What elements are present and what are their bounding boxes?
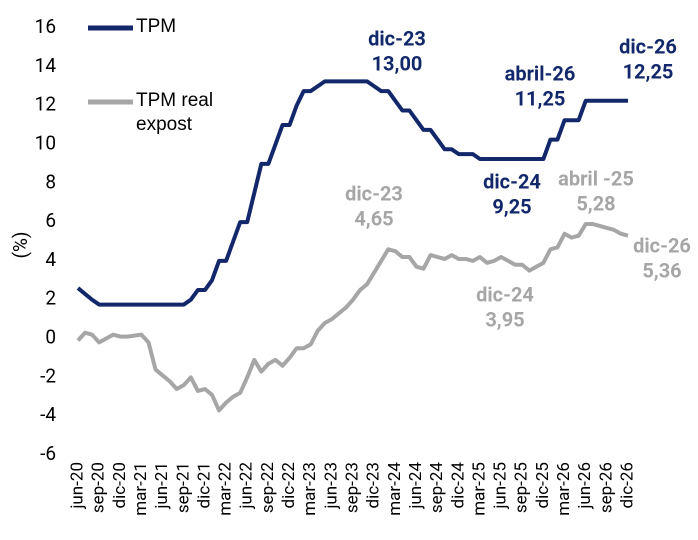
x-tick-label: jun-23	[321, 462, 341, 510]
annotation-label: dic-24	[483, 169, 541, 193]
annotation-value: 5,28	[576, 191, 615, 215]
x-tick-label: dic-24	[448, 462, 468, 509]
legend-label: TPM	[136, 16, 177, 37]
annotation-label: dic-23	[345, 181, 403, 205]
annotation-value: 3,95	[485, 307, 524, 331]
y-tick-label: 0	[45, 326, 56, 349]
y-tick-label: 10	[35, 131, 56, 154]
x-tick-label: jun-25	[491, 462, 511, 510]
x-tick-label: mar-25	[469, 462, 489, 516]
annotation-label: dic-24	[476, 282, 534, 306]
y-tick-label: 4	[45, 248, 56, 271]
x-tick-label: sep-25	[512, 462, 532, 513]
annotation-value: 13,00	[372, 51, 423, 75]
legend-label-box: TPM real expost	[136, 90, 214, 135]
y-tick-label: 6	[45, 209, 56, 232]
annotation-label: dic-26	[619, 34, 677, 58]
annotation-value: 9,25	[492, 194, 531, 218]
x-tick-label: sep-24	[427, 462, 447, 514]
x-tick-label: dic-25	[533, 462, 553, 508]
legend-label-box: TPM	[136, 16, 177, 37]
annotation-value: 4,65	[354, 206, 393, 230]
annotation-value: 5,36	[642, 258, 681, 282]
y-axis-label: (%)	[9, 231, 32, 258]
legend-label: TPM real expost	[136, 90, 214, 135]
x-tick-label: sep-26	[596, 462, 616, 513]
x-tick-label: jun-24	[406, 462, 426, 510]
x-tick-label: jun-22	[237, 462, 257, 510]
x-tick-label: sep-22	[258, 462, 278, 513]
annotation-value: 11,25	[515, 86, 566, 110]
y-tick-label: 16	[35, 15, 56, 38]
x-tick-label: mar-26	[554, 462, 574, 516]
annotation-label: abril -25	[558, 166, 634, 190]
x-tick-label: dic-20	[110, 462, 130, 508]
y-tick-label: 8	[45, 170, 56, 193]
x-tick-label: sep-20	[89, 462, 109, 513]
y-tick-label: -6	[40, 442, 56, 465]
x-tick-label: dic-21	[194, 462, 214, 508]
y-tick-label: -4	[40, 403, 56, 426]
x-tick-label: jun-21	[152, 462, 172, 510]
annotation-label: abril-26	[505, 61, 576, 85]
annotation-label: dic-23	[368, 26, 426, 50]
series-line	[76, 79, 628, 307]
x-tick-label: dic-26	[617, 462, 637, 508]
x-tick-label: jun-20	[67, 462, 87, 510]
x-tick-label: mar-22	[216, 462, 236, 516]
y-tick-label: -2	[40, 364, 56, 387]
x-tick-label: sep-21	[173, 462, 193, 513]
y-tick-label: 14	[35, 54, 57, 77]
y-tick-label: 12	[35, 93, 56, 116]
x-tick-label: mar-24	[385, 462, 405, 516]
x-tick-label: sep-23	[342, 462, 362, 513]
annotation-label: dic-26	[633, 233, 691, 257]
x-tick-label: jun-26	[575, 462, 595, 510]
x-tick-label: mar-21	[131, 462, 151, 516]
annotation-value: 12,25	[623, 59, 674, 83]
x-tick-label: mar-23	[300, 462, 320, 516]
x-tick-label: dic-22	[279, 462, 299, 508]
x-tick-label: dic-23	[364, 462, 384, 508]
y-tick-label: 2	[45, 287, 56, 310]
series-line	[76, 222, 629, 413]
